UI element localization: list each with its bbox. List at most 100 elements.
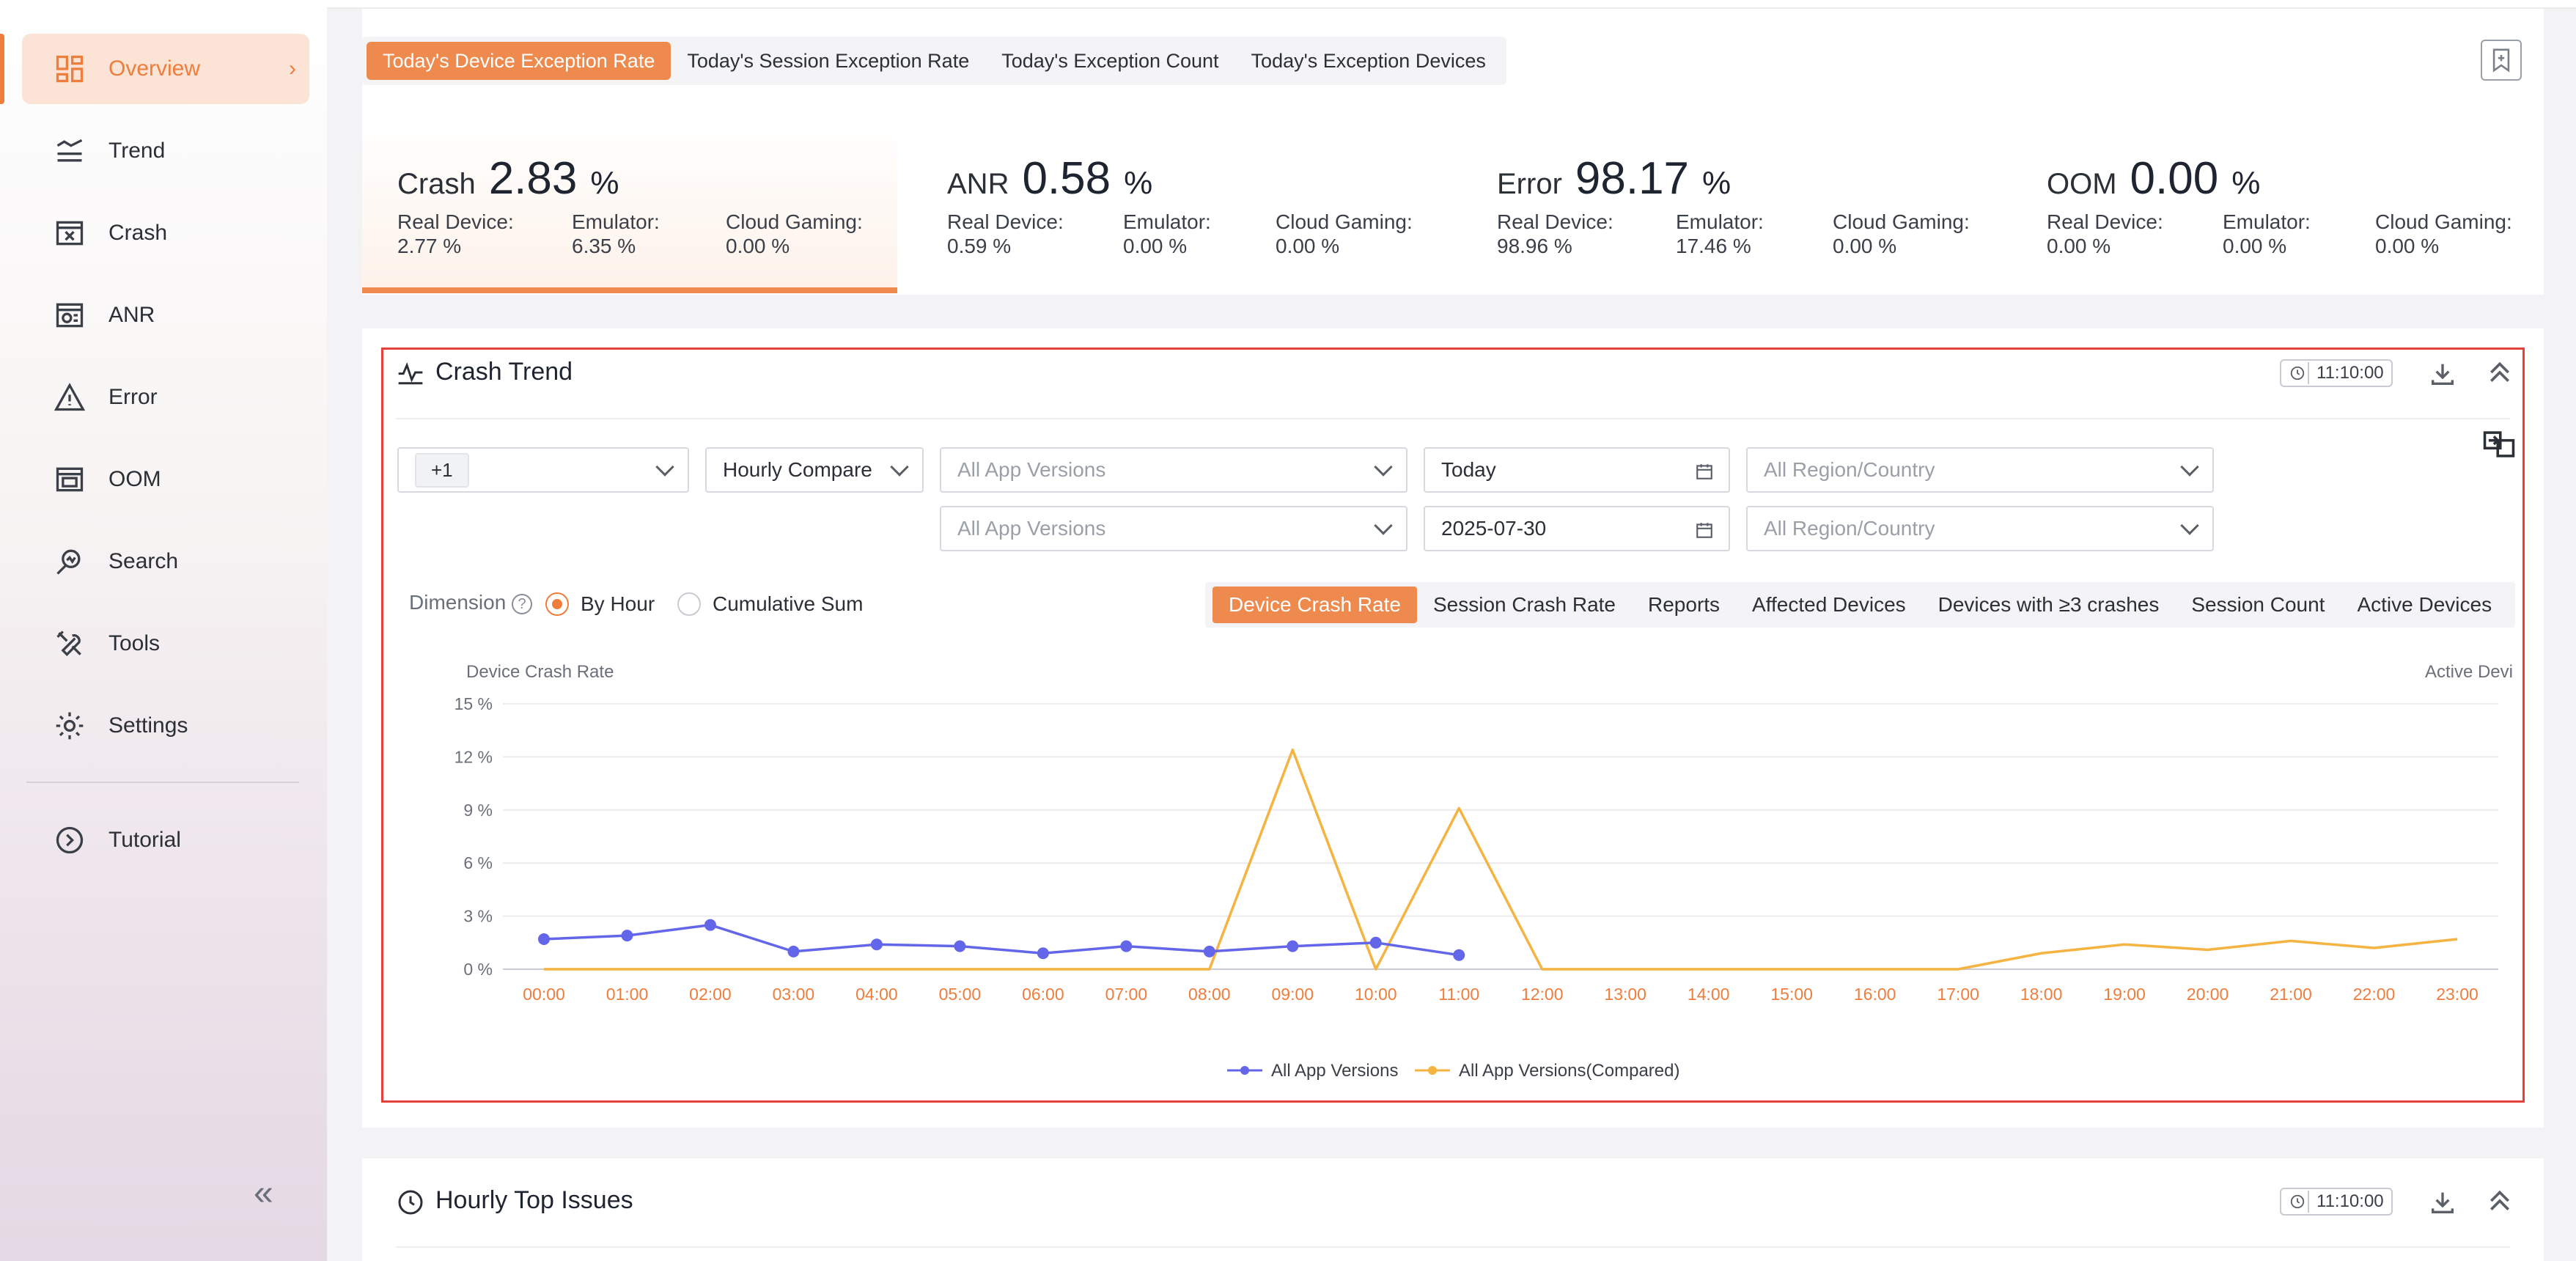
bookmark-button[interactable] bbox=[2481, 40, 2522, 81]
x-tick-label: 12:00 bbox=[1521, 985, 1564, 1004]
platform-select[interactable]: +1 bbox=[397, 447, 689, 493]
series-line bbox=[544, 748, 2458, 971]
download-icon[interactable] bbox=[2428, 359, 2457, 389]
sidebar-item-overview[interactable]: Overview › bbox=[22, 34, 309, 104]
metric-name: Crash bbox=[397, 168, 476, 200]
metric-value: 2.83 bbox=[488, 153, 578, 204]
sidebar-item-label: Crash bbox=[108, 221, 168, 245]
legend-marker bbox=[1240, 1066, 1249, 1075]
x-tick-label: 17:00 bbox=[1937, 985, 1979, 1004]
x-tick-label: 19:00 bbox=[2103, 985, 2146, 1004]
data-point bbox=[1369, 936, 1382, 949]
sidebar-item-search[interactable]: Search bbox=[22, 526, 309, 597]
metric-unit: % bbox=[590, 165, 619, 201]
metric-name: ANR bbox=[947, 168, 1009, 200]
sidebar-item-label: Tools bbox=[108, 631, 161, 655]
x-tick-label: 15:00 bbox=[1770, 985, 1813, 1004]
metric-tabs: Device Crash Rate Session Crash Rate Rep… bbox=[1205, 582, 2516, 628]
compare-mode-value: Hourly Compare bbox=[723, 458, 872, 481]
x-tick-label: 09:00 bbox=[1272, 985, 1314, 1004]
data-point bbox=[870, 938, 883, 951]
tab-exception-devices[interactable]: Today's Exception Devices bbox=[1251, 50, 1486, 72]
y-tick-label: 6 % bbox=[463, 853, 493, 872]
help-icon[interactable]: ? bbox=[512, 594, 532, 614]
sidebar-item-label: ANR bbox=[108, 303, 155, 327]
metric-oom[interactable]: OOM 0.00% Real Device: 0.00 % Emulator: 0.0… bbox=[2012, 123, 2547, 293]
tools-icon bbox=[53, 627, 87, 661]
date-picker[interactable]: Today bbox=[1424, 447, 1730, 493]
card-header-divider bbox=[396, 1246, 2510, 1248]
selection-outline bbox=[381, 348, 2525, 1103]
x-tick-label: 02:00 bbox=[689, 985, 732, 1004]
collapse-sidebar-icon[interactable]: « bbox=[254, 1174, 273, 1213]
sidebar-item-crash[interactable]: Crash bbox=[22, 198, 309, 268]
refresh-time: 11:10:00 bbox=[2316, 363, 2384, 383]
tab-reports[interactable]: Reports bbox=[1648, 593, 1721, 616]
x-tick-label: 00:00 bbox=[523, 985, 565, 1004]
emulator-label: Emulator: bbox=[1676, 210, 1764, 233]
metric-error[interactable]: Error 98.17% Real Device: 98.96 % Emulator… bbox=[1462, 123, 1997, 293]
compare-date-picker[interactable]: 2025-07-30 bbox=[1424, 506, 1730, 551]
active-indicator bbox=[0, 34, 4, 104]
data-point bbox=[787, 945, 800, 957]
cloud-gaming-label: Cloud Gaming: bbox=[726, 210, 863, 233]
tab-session-count[interactable]: Session Count bbox=[2191, 593, 2325, 616]
x-tick-label: 08:00 bbox=[1188, 985, 1231, 1004]
radio-cumulative-label[interactable]: Cumulative Sum bbox=[713, 592, 864, 615]
switch-axis-icon[interactable] bbox=[2482, 430, 2516, 459]
cloud-gaming-label: Cloud Gaming: bbox=[1833, 210, 1970, 233]
sidebar-item-anr[interactable]: ANR bbox=[22, 280, 309, 350]
data-point bbox=[1453, 949, 1465, 961]
y-tick-label: 3 % bbox=[463, 907, 493, 926]
radio-by-hour[interactable] bbox=[545, 592, 569, 616]
refresh-time-badge[interactable]: 11:10:00 bbox=[2280, 1188, 2393, 1216]
metric-unit: % bbox=[2231, 165, 2261, 201]
emulator-value: 0.00 % bbox=[2223, 235, 2287, 257]
sidebar-item-tools[interactable]: Tools bbox=[22, 609, 309, 679]
refresh-time-badge[interactable]: 11:10:00 bbox=[2280, 359, 2393, 387]
tab-affected-devices[interactable]: Affected Devices bbox=[1752, 593, 1906, 616]
tab-device-crash-rate[interactable]: Device Crash Rate bbox=[1212, 587, 1417, 623]
app-version-select[interactable]: All App Versions bbox=[940, 447, 1407, 493]
region-placeholder: All Region/Country bbox=[1764, 458, 1935, 481]
tab-exception-count[interactable]: Today's Exception Count bbox=[1001, 50, 1219, 72]
radio-cumulative-sum[interactable] bbox=[677, 592, 701, 616]
region-select[interactable]: All Region/Country bbox=[1746, 447, 2214, 493]
sidebar-item-label: Tutorial bbox=[108, 828, 181, 852]
metric-crash[interactable]: Crash 2.83% Real Device: 2.77 % Emulator: 6… bbox=[362, 123, 897, 293]
x-tick-label: 11:00 bbox=[1438, 985, 1479, 1004]
tab-device-exception-rate[interactable]: Today's Device Exception Rate bbox=[367, 42, 671, 80]
sidebar-item-label: OOM bbox=[108, 467, 161, 491]
date-value: Today bbox=[1441, 458, 1496, 481]
compare-app-version-select[interactable]: All App Versions bbox=[940, 506, 1407, 551]
download-icon[interactable] bbox=[2428, 1188, 2457, 1217]
compare-mode-select[interactable]: Hourly Compare bbox=[705, 447, 924, 493]
tab-session-crash-rate[interactable]: Session Crash Rate bbox=[1432, 593, 1616, 616]
tab-active-devices[interactable]: Active Devices bbox=[2357, 593, 2492, 616]
compare-region-select[interactable]: All Region/Country bbox=[1746, 506, 2214, 551]
sidebar-item-label: Trend bbox=[108, 139, 166, 163]
selected-count-chip: +1 bbox=[415, 452, 469, 488]
x-tick-label: 04:00 bbox=[855, 985, 898, 1004]
sidebar-item-tutorial[interactable]: Tutorial bbox=[22, 805, 309, 875]
cloud-gaming-value: 0.00 % bbox=[1833, 235, 1897, 257]
radio-by-hour-label[interactable]: By Hour bbox=[581, 592, 655, 615]
tab-devices-3-crashes[interactable]: Devices with ≥3 crashes bbox=[1937, 593, 2160, 616]
metric-anr[interactable]: ANR 0.58% Real Device: 0.59 % Emulator: 0.0… bbox=[912, 123, 1447, 293]
dimension-label: Dimension bbox=[409, 591, 507, 614]
bookmark-icon bbox=[2492, 48, 2510, 73]
hourly-top-issues-card bbox=[362, 1158, 2544, 1261]
collapse-up-icon[interactable] bbox=[2485, 358, 2514, 387]
x-tick-label: 16:00 bbox=[1854, 985, 1896, 1004]
tab-session-exception-rate[interactable]: Today's Session Exception Rate bbox=[687, 50, 970, 72]
sidebar-item-oom[interactable]: OOM bbox=[22, 444, 309, 515]
x-tick-label: 23:00 bbox=[2436, 985, 2479, 1004]
sidebar-item-error[interactable]: Error bbox=[22, 362, 309, 433]
sidebar-item-trend[interactable]: Trend bbox=[22, 116, 309, 186]
chevron-right-icon: › bbox=[289, 56, 296, 81]
warning-icon bbox=[53, 380, 87, 414]
collapse-up-icon[interactable] bbox=[2485, 1186, 2514, 1216]
emulator-label: Emulator: bbox=[572, 210, 660, 233]
anr-icon bbox=[53, 298, 87, 332]
sidebar-item-settings[interactable]: Settings bbox=[22, 691, 309, 761]
